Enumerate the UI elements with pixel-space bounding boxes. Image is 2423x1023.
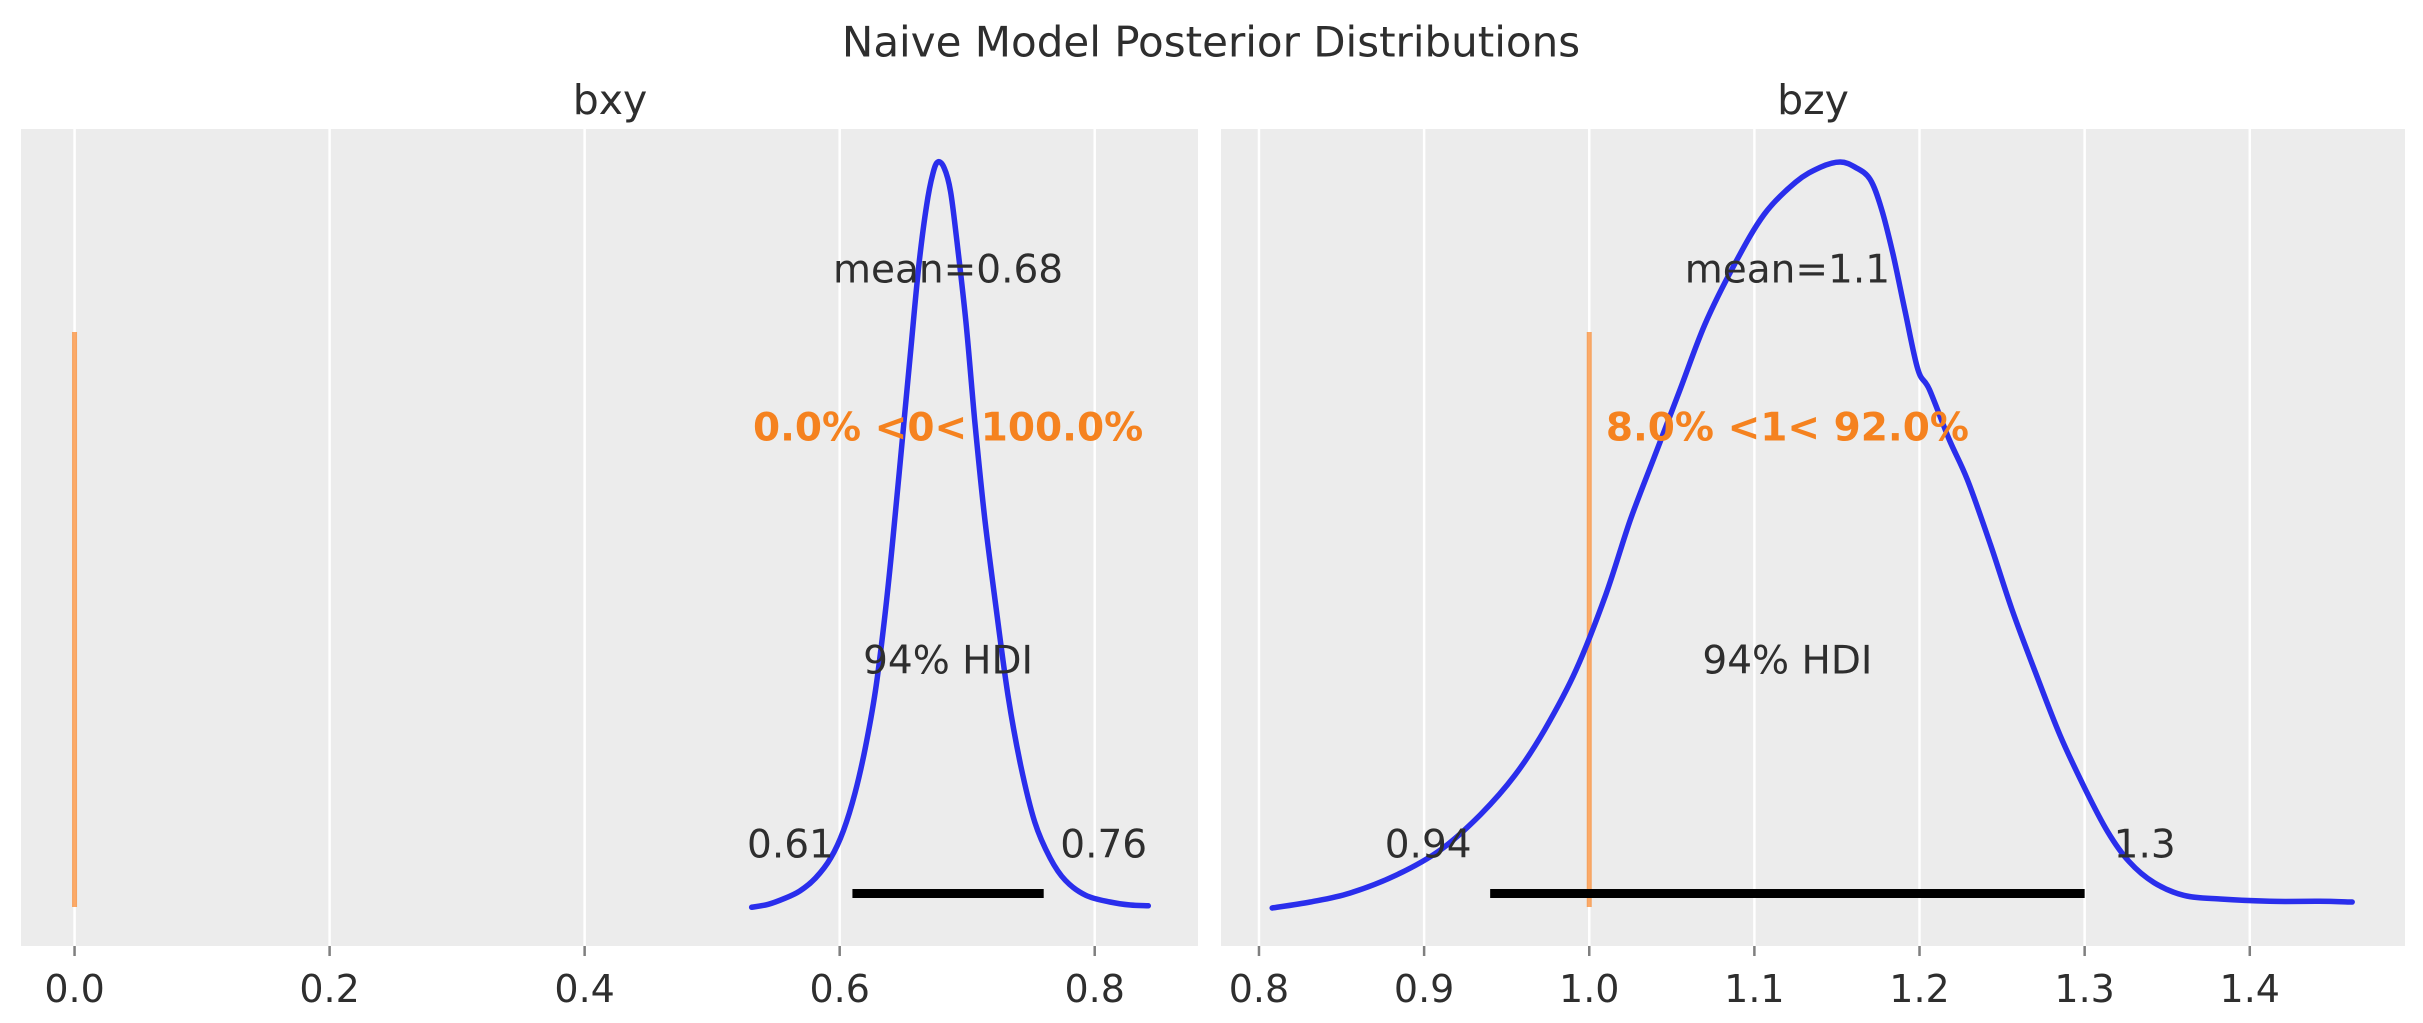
hdi-upper-value: 0.76 — [1060, 822, 1148, 868]
ref-probability-annotation: 8.0% <1< 92.0% — [1605, 405, 1969, 451]
plot-area — [21, 129, 1198, 946]
mean-annotation: mean=0.68 — [833, 247, 1064, 293]
plot-area — [1221, 129, 2405, 946]
x-tick-label: 0.8 — [1064, 967, 1125, 1011]
hdi-lower-value: 0.94 — [1384, 822, 1472, 868]
x-tick-label: 0.8 — [1228, 967, 1290, 1011]
panel-title-bzy: bzy — [1777, 76, 1849, 124]
x-tick-label: 0.2 — [299, 967, 360, 1011]
hdi-label: 94% HDI — [1702, 638, 1873, 684]
x-tick-label: 1.2 — [1889, 967, 1950, 1011]
ref-probability-annotation: 0.0% <0< 100.0% — [752, 405, 1144, 451]
hdi-label: 94% HDI — [863, 638, 1034, 684]
kde-curve — [748, 159, 1152, 911]
x-tick-label: 1.1 — [1724, 967, 1785, 1011]
x-tick-label: 1.3 — [2054, 967, 2115, 1011]
hdi-upper-value: 1.3 — [2113, 822, 2176, 868]
x-tick-label: 0.0 — [44, 967, 105, 1011]
x-tick-label: 0.9 — [1393, 967, 1455, 1011]
x-tick-label: 0.6 — [809, 967, 870, 1011]
mean-annotation: mean=1.1 — [1684, 247, 1891, 293]
hdi-lower-value: 0.61 — [747, 822, 834, 868]
hdi-bar — [1490, 889, 2085, 898]
x-tick-label: 1.0 — [1559, 967, 1620, 1011]
kde-curve — [1269, 159, 2355, 911]
panel-title-bxy: bxy — [572, 76, 648, 124]
figure-title: Naive Model Posterior Distributions — [841, 17, 1581, 67]
x-tick-label: 1.4 — [2219, 967, 2280, 1011]
hdi-bar — [852, 889, 1044, 898]
x-tick-label: 0.4 — [554, 967, 615, 1011]
